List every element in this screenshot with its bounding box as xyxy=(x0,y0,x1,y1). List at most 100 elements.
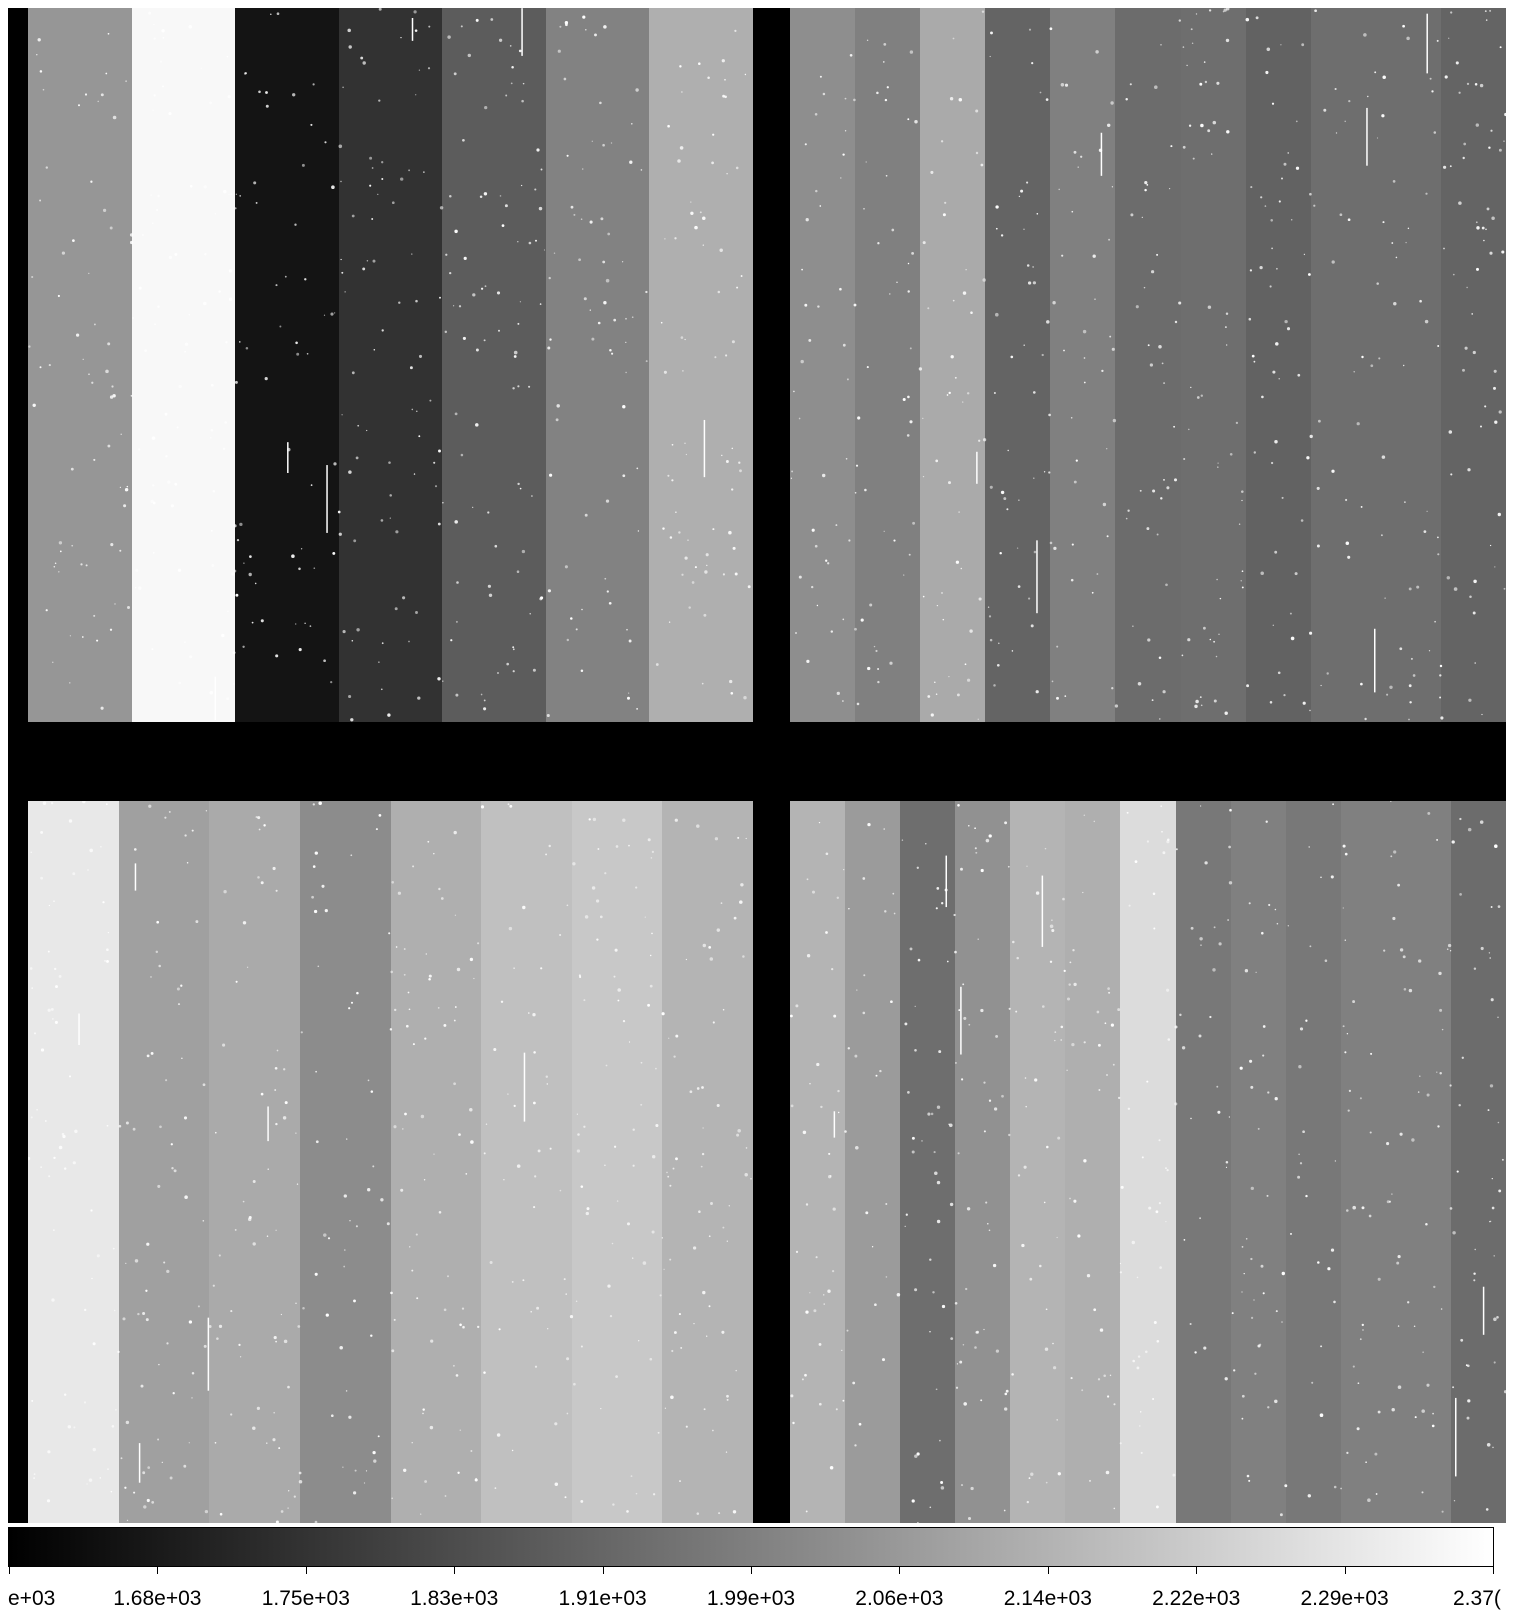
star xyxy=(39,199,42,202)
star xyxy=(1276,922,1279,925)
star xyxy=(360,56,364,60)
colorbar-tick-label: 2.22e+03 xyxy=(1152,1587,1241,1610)
star xyxy=(452,305,455,307)
star xyxy=(1018,195,1021,198)
star xyxy=(67,1425,72,1429)
star xyxy=(600,217,604,221)
star xyxy=(1382,75,1386,79)
star xyxy=(935,907,938,910)
star xyxy=(298,567,301,571)
star xyxy=(235,980,238,983)
star xyxy=(1147,344,1150,347)
star xyxy=(420,1513,422,1515)
star xyxy=(822,1294,825,1296)
star xyxy=(1447,943,1452,948)
star xyxy=(1200,704,1203,707)
star xyxy=(1305,1194,1308,1198)
star xyxy=(416,410,418,413)
star xyxy=(1139,1411,1142,1413)
star xyxy=(1231,1312,1234,1315)
star xyxy=(883,828,885,830)
star xyxy=(957,804,960,807)
amplifier-strip xyxy=(28,8,133,722)
star xyxy=(1484,405,1487,408)
star xyxy=(228,193,230,196)
star xyxy=(1097,1378,1101,1381)
star xyxy=(866,366,869,369)
star xyxy=(1044,1347,1049,1351)
star xyxy=(554,1482,559,1487)
star xyxy=(369,156,373,160)
star xyxy=(459,1323,462,1327)
star xyxy=(494,544,498,548)
star-field xyxy=(28,8,751,722)
star xyxy=(588,818,591,821)
star xyxy=(1498,410,1502,414)
star xyxy=(1053,546,1057,551)
star xyxy=(291,554,295,558)
star xyxy=(948,481,951,485)
star xyxy=(975,851,978,854)
star xyxy=(454,412,458,416)
star xyxy=(366,259,369,262)
star xyxy=(161,1461,163,1464)
star xyxy=(1199,696,1202,698)
star xyxy=(509,804,513,808)
star xyxy=(940,1481,944,1484)
star xyxy=(1370,1052,1373,1055)
star xyxy=(390,970,393,974)
star xyxy=(151,1501,155,1504)
star xyxy=(1357,1382,1360,1385)
star xyxy=(1064,83,1069,87)
star xyxy=(1003,1509,1006,1512)
star xyxy=(929,1506,932,1509)
star xyxy=(1151,699,1154,702)
star xyxy=(33,1477,35,1479)
star xyxy=(698,62,701,65)
star xyxy=(954,376,957,379)
star xyxy=(1456,1170,1459,1173)
star xyxy=(1170,145,1173,148)
star xyxy=(58,571,60,573)
star xyxy=(1045,1308,1048,1311)
star xyxy=(347,28,351,33)
star xyxy=(479,195,483,199)
star xyxy=(1274,908,1277,911)
star xyxy=(669,536,673,539)
star xyxy=(671,1349,674,1353)
star xyxy=(845,458,848,460)
star xyxy=(1241,570,1244,573)
star xyxy=(1030,624,1034,628)
star xyxy=(965,269,967,271)
star xyxy=(534,188,537,191)
star xyxy=(907,395,910,399)
star xyxy=(1208,9,1212,12)
star xyxy=(626,1510,629,1513)
star xyxy=(573,213,576,216)
star xyxy=(1069,1197,1071,1200)
star xyxy=(511,1449,514,1452)
star xyxy=(157,305,160,308)
star xyxy=(962,983,965,986)
star xyxy=(389,517,391,519)
star xyxy=(506,662,510,666)
star xyxy=(1493,1317,1497,1322)
star xyxy=(510,82,513,85)
star xyxy=(879,1069,882,1073)
star xyxy=(721,454,723,457)
star xyxy=(548,276,551,280)
star xyxy=(1109,335,1112,338)
star xyxy=(566,638,570,642)
star xyxy=(1437,1125,1440,1128)
star xyxy=(1275,342,1279,346)
star xyxy=(1069,961,1072,964)
star xyxy=(819,75,822,78)
star xyxy=(1174,478,1177,482)
star xyxy=(209,691,214,695)
star xyxy=(996,663,1000,667)
star xyxy=(953,913,956,917)
star xyxy=(1110,1023,1114,1027)
star xyxy=(1190,386,1192,389)
star xyxy=(324,141,327,144)
star xyxy=(921,1140,923,1142)
